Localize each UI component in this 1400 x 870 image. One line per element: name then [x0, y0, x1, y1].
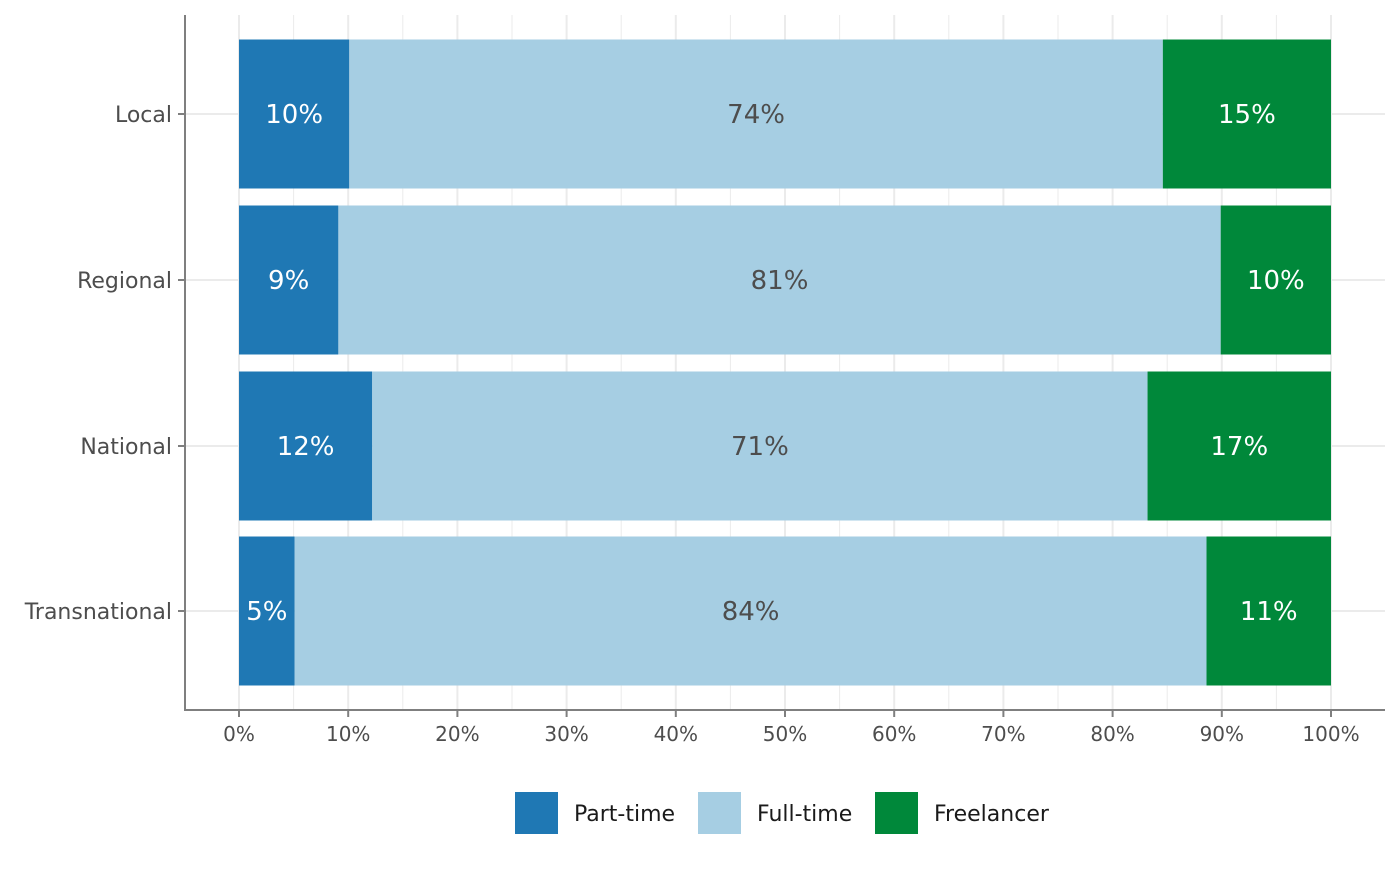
bar-segment-freelancer-transnational	[1206, 536, 1331, 686]
legend-label: Part-time	[574, 802, 675, 827]
legend-key-part-time	[515, 792, 558, 834]
data-label: 9%	[268, 266, 309, 296]
data-label: 10%	[1247, 266, 1305, 296]
bar-segment-full-time-local	[349, 39, 1163, 189]
x-tick-label: 80%	[1090, 722, 1134, 746]
y-tick-label: Local	[115, 103, 172, 128]
bar-segment-part-time-local	[239, 39, 350, 189]
bar-labels: 10% 74% 15% 9% 81% 10% 12% 71% 17% 5% 84% 11%	[246, 100, 1305, 627]
legend: Part-time Full-time Freelancer	[515, 792, 1050, 834]
data-label: 5%	[246, 597, 287, 627]
bar-segment-full-time-transnational	[294, 536, 1207, 686]
x-tick-label: 60%	[872, 722, 916, 746]
x-tick-label: 20%	[435, 722, 479, 746]
y-tick-label: Transnational	[24, 600, 172, 625]
y-tick-label: Regional	[77, 269, 172, 294]
bar-segment-full-time-national	[372, 371, 1148, 521]
data-label: 10%	[265, 100, 323, 130]
y-tick-label: National	[80, 435, 172, 460]
bar-segment-freelancer-regional	[1220, 205, 1331, 355]
x-tick-label: 10%	[326, 722, 370, 746]
axes: 0% 10% 20% 30% 40% 50% 60% 70% 80% 90% 100% Local Re…	[24, 15, 1385, 746]
x-tick-label: 0%	[223, 722, 255, 746]
legend-label: Full-time	[757, 802, 852, 827]
data-label: 71%	[731, 432, 789, 462]
bar-segment-freelancer-national	[1147, 371, 1331, 521]
bar-segment-part-time-regional	[239, 205, 339, 355]
data-label: 74%	[727, 100, 785, 130]
data-label: 81%	[751, 266, 809, 296]
x-tick-label: 30%	[544, 722, 588, 746]
data-label: 84%	[722, 597, 780, 627]
data-label: 11%	[1240, 597, 1298, 627]
legend-key-full-time	[698, 792, 741, 834]
bar-segment-freelancer-local	[1162, 39, 1331, 189]
bar-segment-part-time-transnational	[239, 536, 295, 686]
x-tick-label: 90%	[1200, 722, 1244, 746]
bars	[239, 39, 1331, 686]
legend-label: Freelancer	[934, 802, 1050, 827]
bar-segment-full-time-regional	[338, 205, 1221, 355]
bar-segment-part-time-national	[239, 371, 373, 521]
x-tick-label: 50%	[763, 722, 807, 746]
x-tick-label: 40%	[654, 722, 698, 746]
x-tick-label: 100%	[1302, 722, 1359, 746]
data-label: 12%	[277, 432, 335, 462]
data-label: 17%	[1210, 432, 1268, 462]
x-tick-label: 70%	[981, 722, 1025, 746]
data-label: 15%	[1218, 100, 1276, 130]
legend-key-freelancer	[875, 792, 918, 834]
